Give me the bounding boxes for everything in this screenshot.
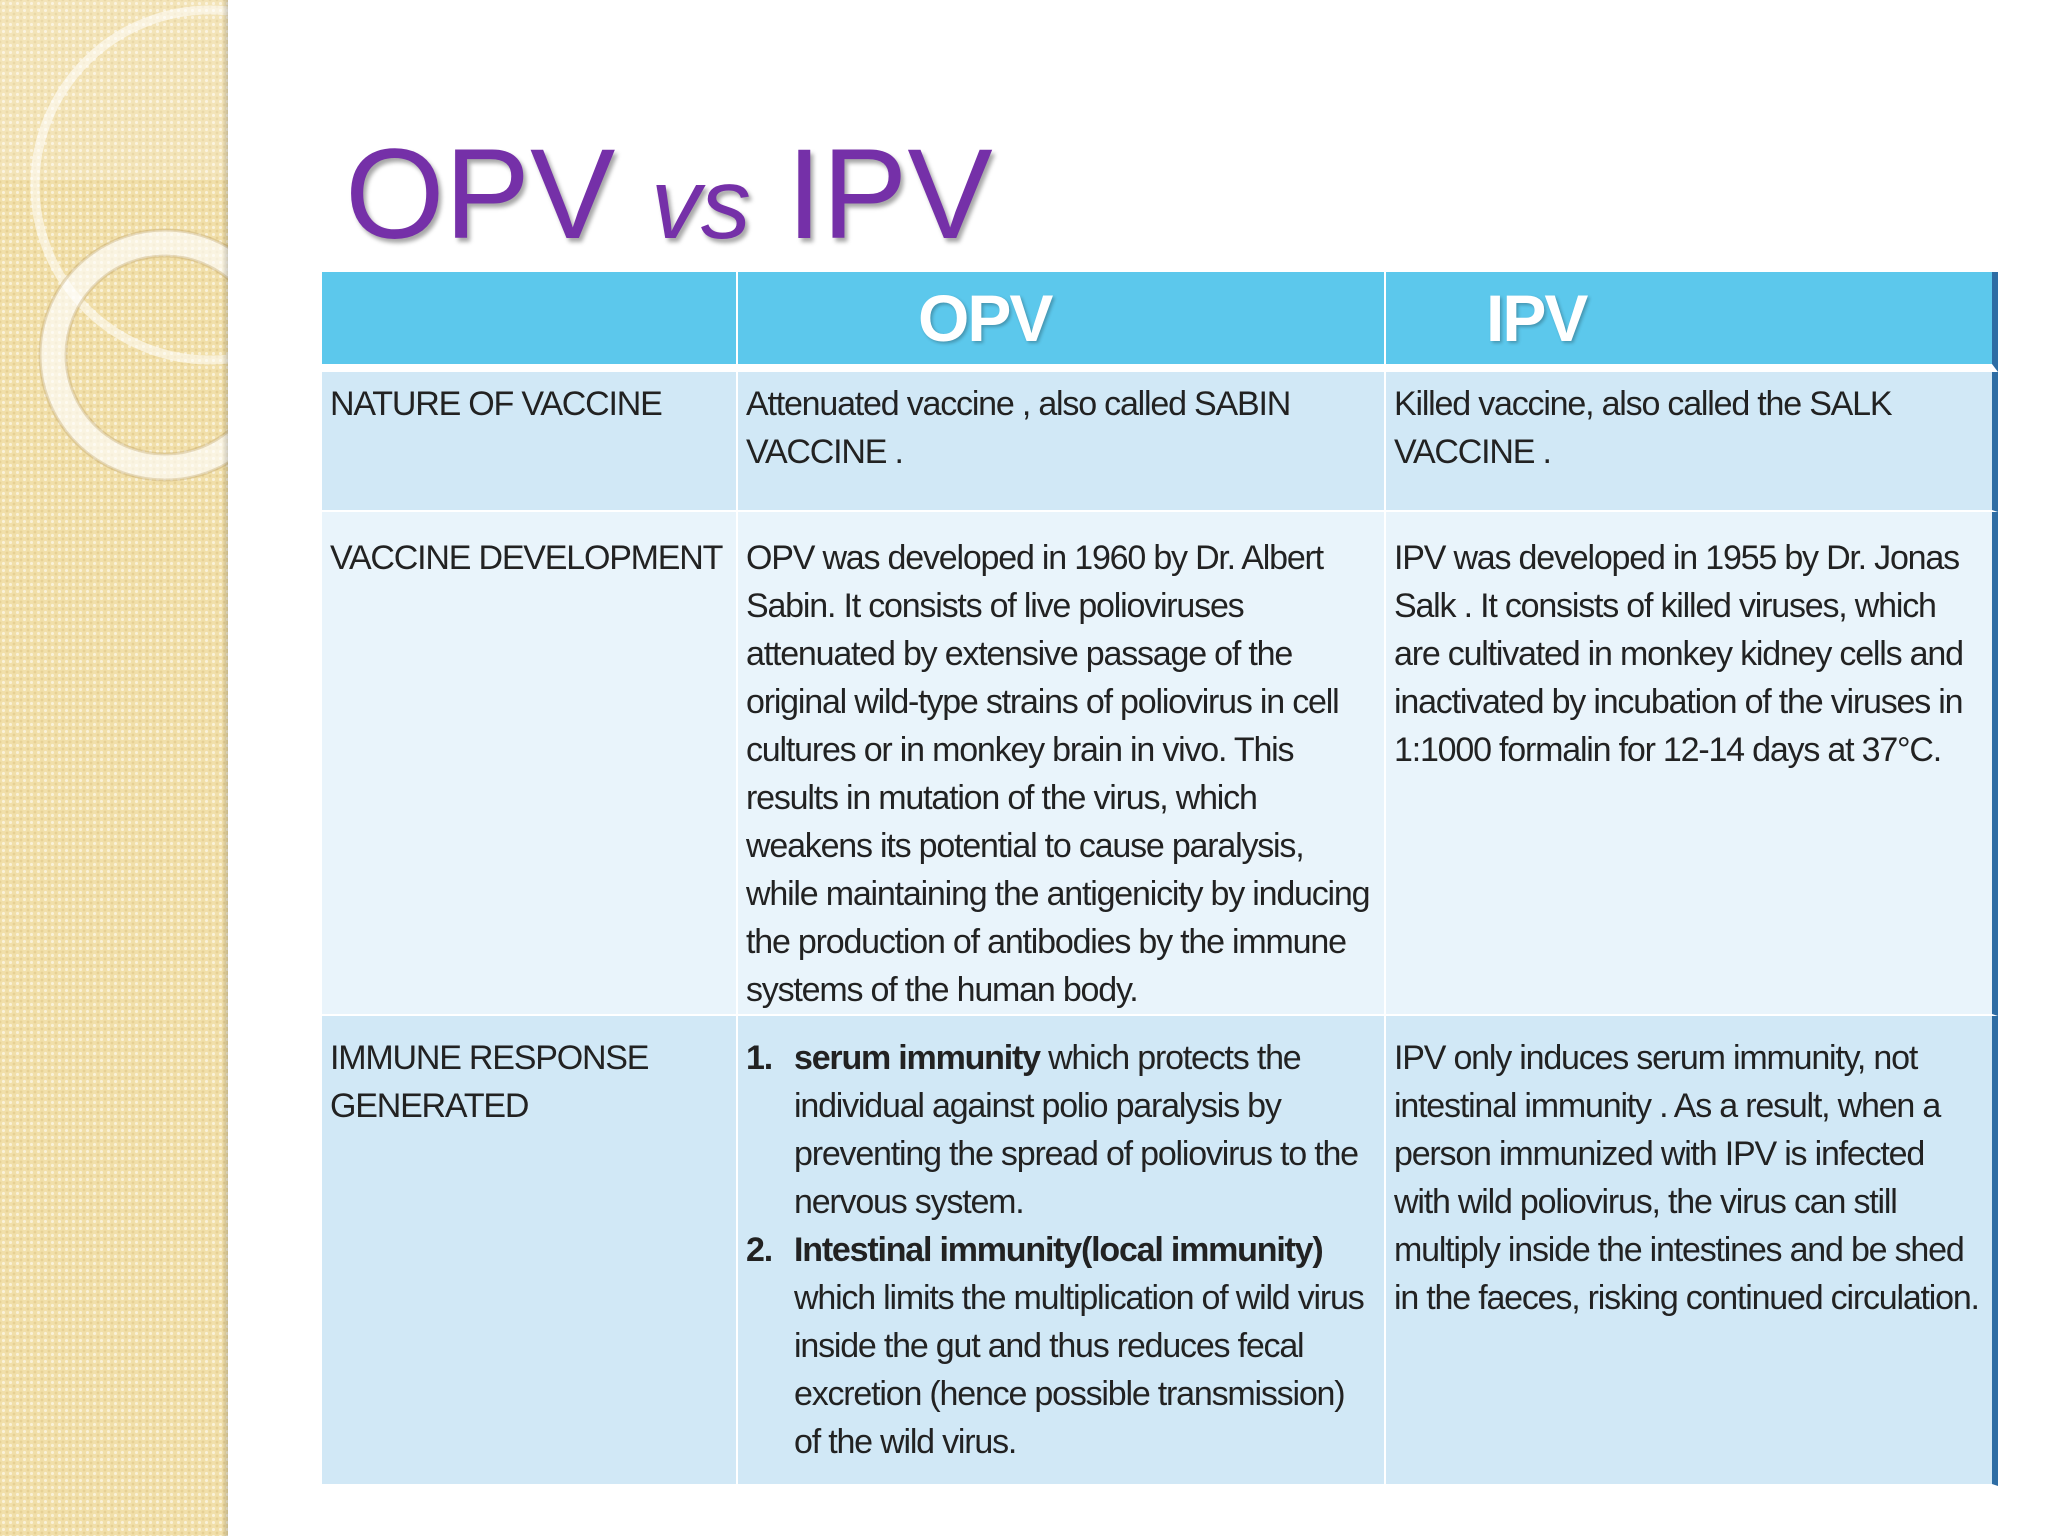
cell-opv-immune: 1. serum immunity which protects the indi…	[736, 1016, 1384, 1486]
list-item-text: which protects the individual against po…	[794, 1039, 1359, 1221]
cell-opv-nature: Attenuated vaccine , also called SABIN V…	[736, 372, 1384, 512]
immune-list: 1. serum immunity which protects the indi…	[746, 1034, 1372, 1466]
table-row-nature: NATURE OF VACCINE Attenuated vaccine , a…	[322, 372, 1998, 512]
list-item: 1. serum immunity which protects the indi…	[746, 1034, 1372, 1226]
title-ipv: IPV	[786, 123, 993, 266]
row-label-nature: NATURE OF VACCINE	[322, 372, 736, 512]
slide-title: OPV vs IPV	[345, 120, 993, 279]
row-label-immune: IMMUNE RESPONSE GENERATED	[322, 1016, 736, 1486]
list-item-bold: serum immunity	[794, 1039, 1041, 1077]
list-number: 2.	[746, 1231, 773, 1269]
header-ipv: IPV	[1384, 272, 1998, 372]
header-empty	[322, 272, 736, 372]
list-item-bold: Intestinal immunity(local immunity)	[794, 1231, 1324, 1269]
list-item-text: which limits the multiplication of wild …	[794, 1279, 1365, 1461]
row-label-development: VACCINE DEVELOPMENT	[322, 512, 736, 1016]
table-header-row: OPV IPV	[322, 272, 1998, 372]
list-number: 1.	[746, 1039, 773, 1077]
comparison-table: OPV IPV NATURE OF VACCINE Attenuated vac…	[322, 272, 1998, 1486]
list-item: 2. Intestinal immunity(local immunity) wh…	[746, 1226, 1372, 1466]
decorative-rings	[0, 0, 228, 482]
cell-opv-development: OPV was developed in 1960 by Dr. Albert …	[736, 512, 1384, 1016]
cell-ipv-nature: Killed vaccine, also called the SALK VAC…	[1384, 372, 1998, 512]
title-vs: vs	[650, 148, 751, 260]
table-row-development: VACCINE DEVELOPMENT OPV was developed in…	[322, 512, 1998, 1016]
table-row-immune: IMMUNE RESPONSE GENERATED 1. serum immuni…	[322, 1016, 1998, 1486]
title-opv: OPV	[345, 123, 616, 266]
decorative-side-strip	[0, 0, 228, 1536]
header-opv: OPV	[736, 272, 1384, 372]
cell-ipv-immune: IPV only induces serum immunity, not int…	[1384, 1016, 1998, 1486]
cell-ipv-development: IPV was developed in 1955 by Dr. Jonas S…	[1384, 512, 1998, 1016]
